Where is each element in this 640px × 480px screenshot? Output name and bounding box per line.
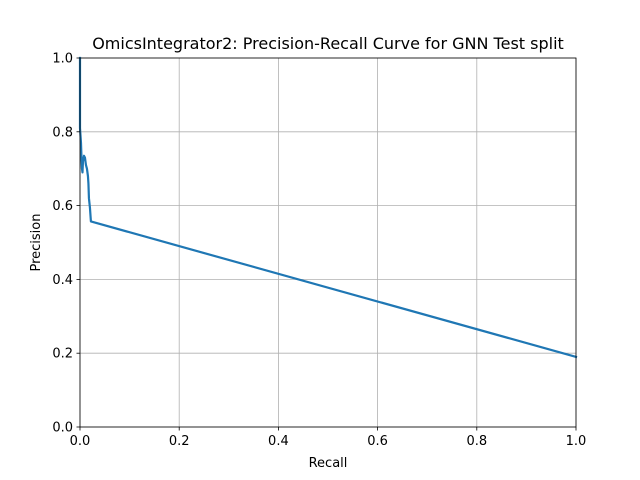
x-tick-label: 0.2	[169, 434, 190, 449]
plot-area	[80, 58, 576, 427]
series-layer	[78, 56, 578, 359]
x-tick-label: 0.0	[70, 434, 91, 449]
chart-title: OmicsIntegrator2: Precision-Recall Curve…	[92, 34, 564, 53]
y-tick-label: 0.6	[52, 199, 73, 214]
grid-lines	[79, 57, 577, 428]
pr-curve-line	[78, 56, 578, 359]
y-tick-label: 0.2	[52, 347, 73, 362]
y-tick-label: 0.4	[52, 273, 73, 288]
x-tick-label: 0.4	[268, 434, 289, 449]
x-tick-label: 0.6	[367, 434, 388, 449]
y-tick-label: 0.8	[52, 125, 73, 140]
x-axis-ticks: 0.0 0.2 0.4 0.6 0.8 1.0	[70, 427, 587, 449]
plot-frame	[79, 57, 577, 428]
x-axis-label: Recall	[309, 456, 348, 471]
y-tick-label: 0.0	[52, 421, 73, 436]
y-axis-ticks: 0.0 0.2 0.4 0.6 0.8 1.0	[52, 52, 80, 436]
y-tick-label: 1.0	[52, 52, 73, 67]
x-tick-label: 1.0	[566, 434, 587, 449]
x-tick-label: 0.8	[466, 434, 487, 449]
y-axis-label: Precision	[29, 213, 44, 271]
